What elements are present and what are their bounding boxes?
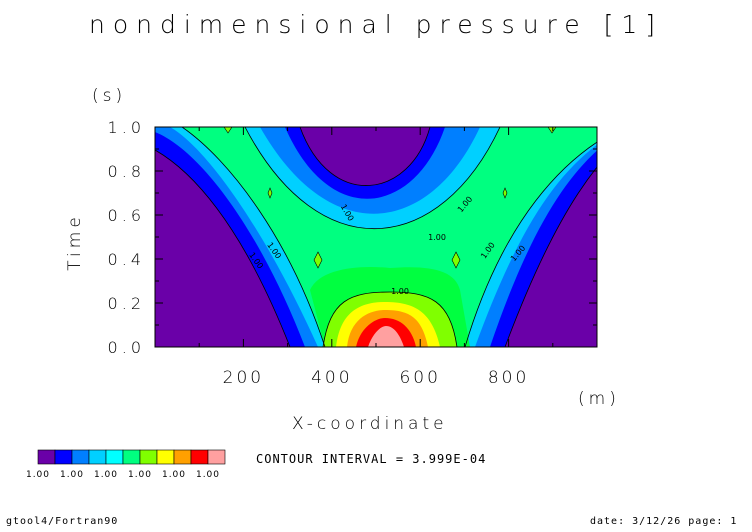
colorbar-label: 1.00 [60,470,84,480]
footer-right: date: 3/12/26 page: 1 [590,516,738,527]
contour-fills [155,127,597,347]
colorbar-swatch [54,449,73,465]
x-axis-unit: (m) [578,389,620,409]
x-tick-label: 600 [399,368,440,388]
colorbar-swatch [173,449,192,465]
x-axis-label: X-coordinate [292,414,448,434]
y-tick-label: 0.8 [108,162,145,181]
colorbar-label: 1.00 [128,470,152,480]
colorbar-swatch [156,449,175,465]
contour-label: 1.00 [391,287,409,296]
colorbar-swatch [88,449,107,465]
x-axis: 200 400 600 800 [198,127,554,388]
footer-left: gtool4/Fortran90 [6,516,119,527]
y-tick-label: 0.6 [108,206,145,225]
colorbar-swatch [37,449,56,465]
colorbar-label: 1.00 [26,470,50,480]
colorbar-swatch [105,449,124,465]
contour-interval-text: CONTOUR INTERVAL = 3.999E-04 [256,452,487,466]
colorbar-label: 1.00 [162,470,186,480]
x-tick-label: 800 [488,368,529,388]
y-tick-label: 0.4 [108,250,145,269]
colorbar-swatch [71,449,90,465]
x-tick-label: 200 [223,368,264,388]
chart-title: nondimensional pressure [1] [88,10,664,39]
colorbar-label: 1.00 [94,470,118,480]
y-tick-label: 0.0 [108,338,145,357]
colorbar-label: 1.00 [196,470,220,480]
y-tick-label: 1.0 [108,118,145,137]
colorbar-swatch [207,449,226,465]
x-tick-label: 400 [311,368,352,388]
colorbar-swatch [122,449,141,465]
colorbar-swatch [190,449,209,465]
y-axis-unit: (s) [92,86,127,106]
y-axis: 0.0 0.2 0.4 0.6 0.8 1.0 [108,118,597,357]
colorbar-swatch [139,449,158,465]
y-tick-label: 0.2 [108,294,145,313]
contour-label: 1.00 [428,233,446,242]
